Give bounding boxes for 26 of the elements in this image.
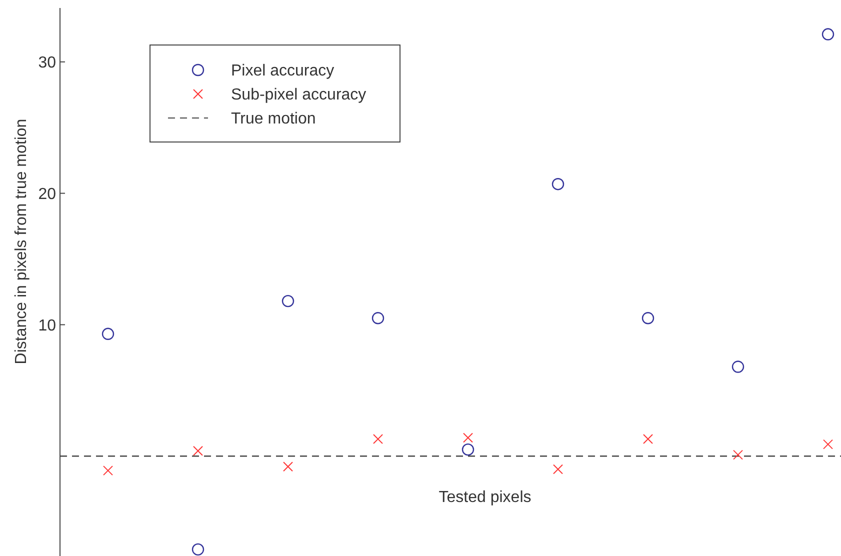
point [102,328,114,340]
y-tick-label: 30 [38,54,56,72]
point [733,450,743,460]
point [103,466,113,476]
point [642,312,654,324]
point [282,294,294,308]
legend-label: Pixel accuracy [231,62,334,80]
y-axis-title: Distance in pixels from true motion [13,118,30,364]
y-tick-label: 10 [38,317,56,334]
point [463,432,473,443]
y-tick-label: 20 [38,186,56,203]
point [462,443,474,456]
point [823,439,833,450]
point [372,312,384,324]
legend-label: True motion [231,110,316,128]
point [283,462,293,472]
point [373,434,383,444]
point [552,178,564,190]
point [193,446,203,456]
legend-label: Sub-pixel accuracy [231,86,366,104]
point [553,464,563,474]
point [822,28,834,40]
point [732,360,744,373]
point [192,543,204,556]
point [643,434,653,444]
x-axis-title: Tested pixels [438,489,532,506]
